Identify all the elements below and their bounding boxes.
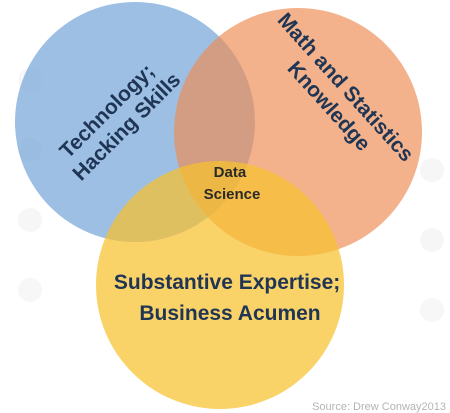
business-circle bbox=[96, 161, 344, 409]
data-science-line2: Science bbox=[204, 186, 261, 203]
data-science-label: Data Science bbox=[204, 164, 261, 203]
business-label-line2: Business Acumen bbox=[139, 302, 320, 325]
business-label: Substantive Expertise; Business Acumen bbox=[114, 271, 346, 325]
business-label-line1: Substantive Expertise; bbox=[114, 271, 340, 294]
source-note: Source: Drew Conway2013 bbox=[312, 401, 446, 413]
data-science-line1: Data bbox=[214, 164, 247, 181]
